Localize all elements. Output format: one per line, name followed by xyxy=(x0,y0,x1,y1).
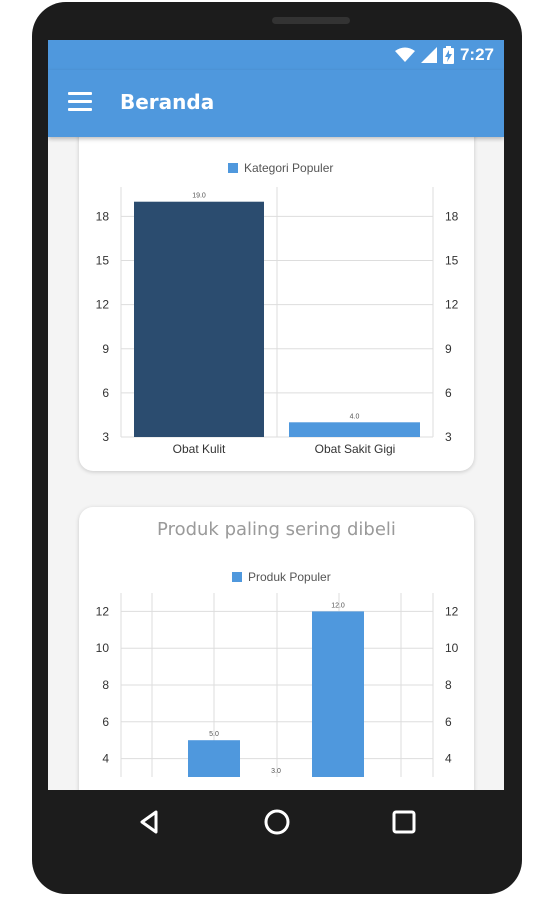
chart-card-kategori: Kategori Populer 3 3 6 6 9 9 12 12 15 15 18 18 Obat… xyxy=(79,117,474,471)
battery-charging-icon xyxy=(442,46,454,64)
bar xyxy=(188,740,240,777)
value-label: 19.0 xyxy=(192,193,206,200)
value-label: 4.0 xyxy=(350,413,360,420)
y-tick-label-right: 12 xyxy=(445,604,459,618)
legend-swatch xyxy=(228,163,238,173)
y-tick-label-right: 3 xyxy=(445,430,452,444)
y-tick-label-left: 4 xyxy=(102,752,109,766)
y-tick-label-right: 12 xyxy=(445,298,459,312)
bar xyxy=(289,422,420,437)
value-label: 5.0 xyxy=(209,731,219,738)
legend-swatch xyxy=(232,572,242,582)
chart-title: Produk paling sering dibeli xyxy=(157,519,396,540)
back-icon[interactable] xyxy=(132,804,168,840)
y-tick-label-right: 4 xyxy=(445,752,452,766)
value-label: 3.0 xyxy=(271,768,281,775)
status-time: 7:27 xyxy=(459,45,494,64)
wifi-icon xyxy=(394,47,415,62)
home-icon[interactable] xyxy=(259,804,295,840)
y-tick-label-left: 9 xyxy=(102,342,109,356)
status-bar: 7:27 xyxy=(48,40,504,70)
bar-chart-kategori: Kategori Populer 3 3 6 6 9 9 12 12 15 15 18 18 Obat… xyxy=(96,161,459,456)
y-tick-label-right: 18 xyxy=(445,209,459,223)
y-tick-label-left: 10 xyxy=(96,641,110,655)
y-tick-label-right: 6 xyxy=(445,386,452,400)
speaker-grille xyxy=(272,17,350,24)
content-scroll[interactable]: Kategori Populer 3 3 6 6 9 9 12 12 15 15 18 18 Obat… xyxy=(48,117,504,790)
legend-label: Kategori Populer xyxy=(244,161,333,175)
y-tick-label-left: 18 xyxy=(96,209,110,223)
bar xyxy=(312,611,364,777)
y-tick-label-right: 8 xyxy=(445,678,452,692)
x-tick-label: Obat Kulit xyxy=(173,442,226,456)
y-tick-label-left: 6 xyxy=(102,386,109,400)
recents-icon[interactable] xyxy=(386,804,422,840)
x-tick-label: Obat Sakit Gigi xyxy=(315,442,396,456)
screen: 7:27 Beranda Kategori Populer 3 3 6 6 9 9 12 12… xyxy=(48,40,504,790)
value-label: 12.0 xyxy=(331,602,345,609)
y-tick-label-right: 10 xyxy=(445,641,459,655)
y-tick-label-left: 15 xyxy=(96,254,110,268)
chart-card-produk: Produk paling sering dibeli Produk Popul… xyxy=(79,507,474,790)
legend-label: Produk Populer xyxy=(248,570,331,584)
y-tick-label-left: 3 xyxy=(102,430,109,444)
app-bar: Beranda xyxy=(48,70,504,137)
y-tick-label-right: 15 xyxy=(445,254,459,268)
signal-icon xyxy=(420,47,437,63)
y-tick-label-left: 12 xyxy=(96,604,110,618)
y-tick-label-left: 8 xyxy=(102,678,109,692)
y-tick-label-right: 6 xyxy=(445,715,452,729)
y-tick-label-left: 12 xyxy=(96,298,110,312)
bar-chart-produk: Produk Populer 4 4 6 6 8 8 10 10 12 12 5.0 3.0 12… xyxy=(96,570,459,777)
y-tick-label-left: 6 xyxy=(102,715,109,729)
hamburger-menu-icon[interactable] xyxy=(68,92,94,114)
y-tick-label-right: 9 xyxy=(445,342,452,356)
bar xyxy=(134,201,264,437)
nav-bar xyxy=(32,790,522,854)
page-title: Beranda xyxy=(120,90,215,114)
